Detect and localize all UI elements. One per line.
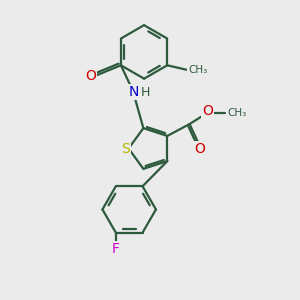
Text: H: H	[141, 85, 150, 98]
Text: O: O	[85, 69, 96, 83]
Text: S: S	[121, 142, 130, 155]
Text: CH₃: CH₃	[227, 108, 246, 118]
Text: F: F	[112, 242, 120, 256]
Text: O: O	[202, 104, 213, 118]
Text: CH₃: CH₃	[188, 65, 208, 75]
Text: N: N	[129, 85, 140, 99]
Text: O: O	[195, 142, 206, 156]
